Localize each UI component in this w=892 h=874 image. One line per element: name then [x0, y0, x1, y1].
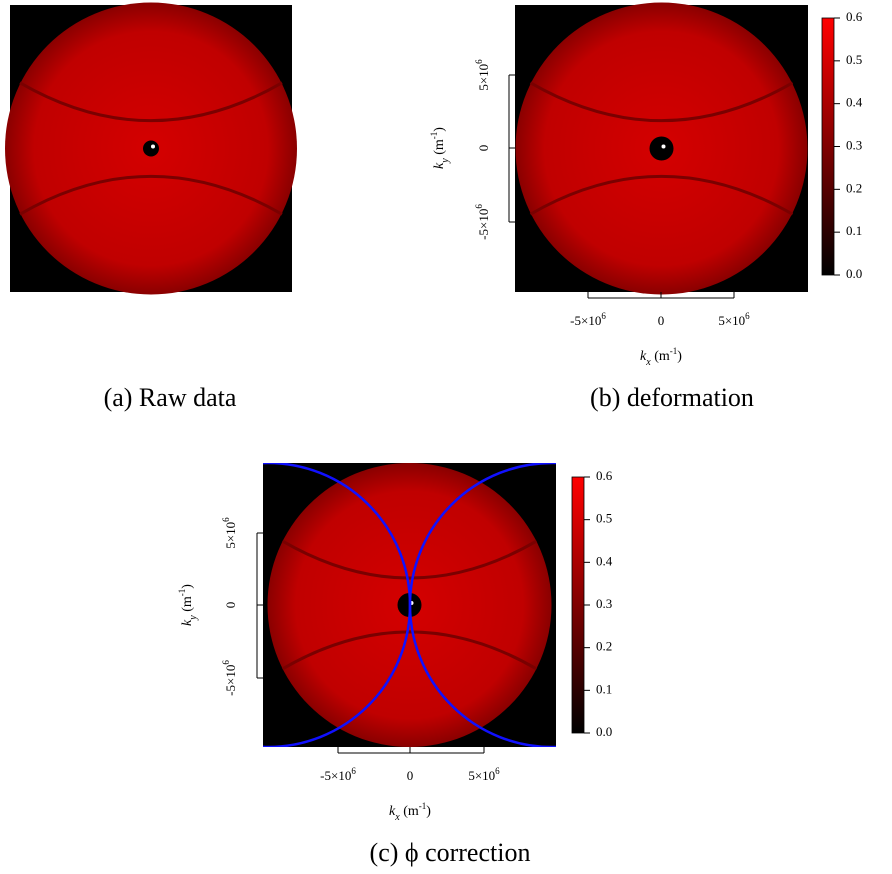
- axis-unit-exponent: -1: [419, 801, 427, 811]
- y-tick-label: -5×106: [474, 204, 491, 240]
- axis-label: kx (m-1): [389, 801, 431, 823]
- beam-glint: [151, 145, 155, 149]
- tick-base: 0: [658, 313, 665, 328]
- colorbar-tick-label: 0.1: [596, 681, 612, 696]
- image: [5, 3, 297, 295]
- x-tick-label: 5×106: [718, 311, 750, 328]
- axis-label: ky (m-1): [177, 584, 199, 626]
- tick-exponent: 6: [601, 311, 606, 321]
- tick-exponent: 6: [221, 660, 231, 665]
- axis-close: ): [432, 127, 447, 132]
- colorbar-tick-label: 0.5: [846, 52, 862, 67]
- axis-unit-exponent: -1: [429, 132, 439, 140]
- tick-base: 5×10: [718, 313, 745, 328]
- tick-base: 5×10: [468, 768, 495, 783]
- colorbar-tick-label: 0.0: [846, 266, 862, 281]
- axis-unit: (m: [432, 139, 447, 158]
- tick-exponent: 6: [495, 766, 500, 776]
- axis-label: ky (m-1): [429, 127, 451, 169]
- tick-base: 0: [223, 602, 238, 609]
- beam-glint: [662, 145, 666, 149]
- caption: (b) deformation: [590, 383, 754, 412]
- tick-base: -5×10: [476, 209, 491, 240]
- tick-base: 5×10: [223, 522, 238, 549]
- image: [515, 3, 808, 295]
- y-tick-label: 5×106: [474, 59, 491, 91]
- axis-unit: (m: [180, 596, 195, 615]
- x-tick-label: 5×106: [468, 766, 500, 783]
- colorbar-tick-label: 0.2: [596, 639, 612, 654]
- y-tick-label: 0: [476, 145, 491, 152]
- axis-unit-exponent: -1: [670, 346, 678, 356]
- colorbar-tick-label: 0.5: [596, 511, 612, 526]
- colorbar-tick-label: 0.4: [596, 553, 613, 568]
- colorbar: [822, 18, 834, 275]
- x-tick-label: 0: [658, 313, 665, 328]
- x-tick-label: -5×106: [570, 311, 606, 328]
- colorbar-tick-label: 0.0: [596, 724, 612, 739]
- caption: (a) Raw data: [104, 383, 237, 412]
- colorbar-tick-label: 0.6: [846, 9, 863, 24]
- x-tick-label: -5×106: [320, 766, 356, 783]
- colorbar-tick-label: 0.6: [596, 468, 613, 483]
- axis-unit: (m: [400, 804, 419, 819]
- tick-exponent: 6: [474, 59, 484, 64]
- figure: (a) Raw data(b) deformation-5×10605×106-…: [0, 0, 892, 874]
- colorbar-tick-label: 0.1: [846, 223, 862, 238]
- axis-unit-exponent: -1: [177, 589, 187, 597]
- colorbar-tick-label: 0.4: [846, 95, 863, 110]
- tick-exponent: 6: [221, 517, 231, 522]
- caption: (c) ϕ correction: [370, 838, 531, 867]
- y-tick-label: 5×106: [221, 517, 238, 549]
- tick-exponent: 6: [351, 766, 356, 776]
- beam-stop: [143, 141, 159, 157]
- tick-exponent: 6: [474, 204, 484, 209]
- axis-close: ): [426, 804, 431, 819]
- colorbar-tick-label: 0.3: [846, 137, 862, 152]
- tick-base: -5×10: [570, 313, 601, 328]
- colorbar-tick-label: 0.3: [596, 596, 612, 611]
- beam-stop: [650, 137, 674, 161]
- axis-label: kx (m-1): [640, 346, 682, 368]
- tick-base: 0: [476, 145, 491, 152]
- tick-base: 0: [407, 768, 414, 783]
- axis-unit: (m: [651, 349, 670, 364]
- axis-close: ): [677, 349, 682, 364]
- tick-base: -5×10: [320, 768, 351, 783]
- colorbar: [572, 477, 584, 733]
- y-tick-label: 0: [223, 602, 238, 609]
- x-tick-label: 0: [407, 768, 414, 783]
- tick-base: 5×10: [476, 64, 491, 91]
- tick-exponent: 6: [745, 311, 750, 321]
- colorbar-tick-label: 0.2: [846, 180, 862, 195]
- y-tick-label: -5×106: [221, 660, 238, 696]
- axis-close: ): [180, 584, 195, 589]
- tick-base: -5×10: [223, 665, 238, 696]
